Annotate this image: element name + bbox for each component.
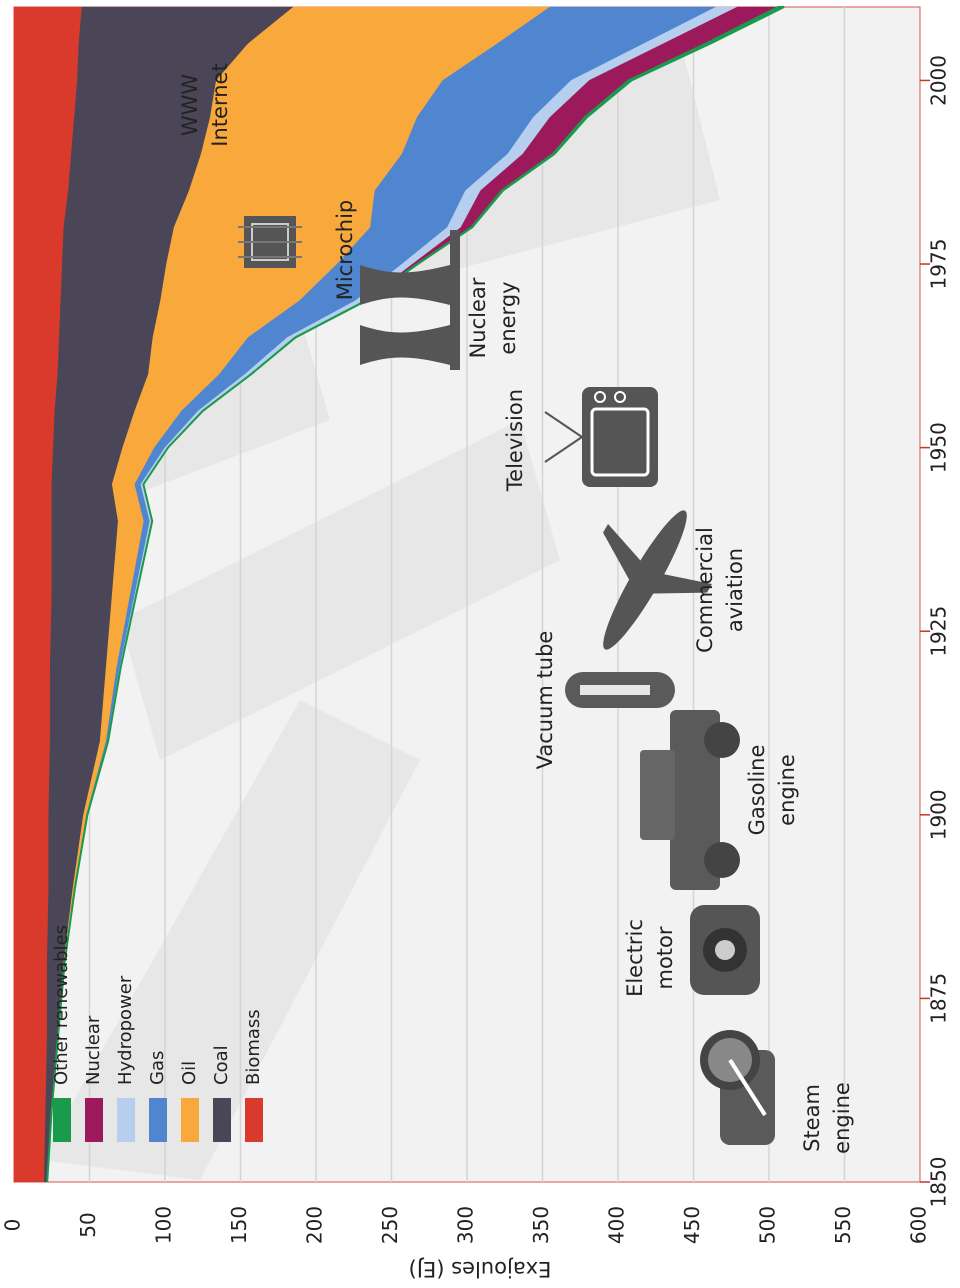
legend: Other renewables Nuclear Hydropower Gas Oil C… bbox=[51, 925, 264, 1142]
annotation-line: Vacuum tube bbox=[533, 631, 557, 770]
legend-swatch-nuclear bbox=[85, 1098, 103, 1142]
legend-swatch-biomass bbox=[245, 1098, 263, 1142]
legend-swatch-oil bbox=[181, 1098, 199, 1142]
annotation-microchip: Microchip bbox=[333, 200, 357, 301]
y-tick-label-0: 0 bbox=[1, 1219, 25, 1232]
annotation-gasoline-engine: Gasoline engine bbox=[745, 745, 799, 836]
annotation-line: Steam bbox=[800, 1084, 824, 1152]
stacked-areas bbox=[13, 6, 785, 1183]
y-tick-label-150: 150 bbox=[227, 1206, 251, 1244]
area-other-renewables bbox=[46, 6, 785, 1183]
y-tick-label-200: 200 bbox=[303, 1206, 327, 1244]
annotation-line: engine bbox=[830, 1082, 854, 1154]
x-tick-label-1900: 1900 bbox=[927, 789, 951, 840]
microchip-icon bbox=[238, 216, 302, 268]
legend-swatch-other-renewables bbox=[53, 1098, 71, 1142]
axes: 0 50 100 150 200 250 300 350 400 450 500 550 6001850… bbox=[1, 55, 951, 1244]
y-tick-label-50: 50 bbox=[76, 1212, 100, 1237]
annotation-steam-engine: Steam engine bbox=[800, 1082, 854, 1154]
legend-label-oil: Oil bbox=[179, 1061, 200, 1085]
y-tick-label-350: 350 bbox=[529, 1206, 553, 1244]
annotation-line: engine bbox=[775, 754, 799, 826]
y-tick-label-400: 400 bbox=[605, 1206, 629, 1244]
y-tick-label-600: 600 bbox=[907, 1206, 931, 1244]
x-tick-label-1850: 1850 bbox=[927, 1157, 951, 1208]
annotation-line: motor bbox=[653, 926, 677, 989]
legend-swatch-coal bbox=[213, 1098, 231, 1142]
legend-swatch-gas bbox=[149, 1098, 167, 1142]
annotation-line: Microchip bbox=[333, 200, 357, 301]
annotation-line: Commercial bbox=[693, 527, 717, 653]
vacuum-tube-icon bbox=[565, 672, 675, 708]
annotation-commercial-aviation: Commercial aviation bbox=[693, 527, 747, 653]
x-tick-label-2000: 2000 bbox=[927, 55, 951, 106]
nuclear-plant-icon bbox=[360, 230, 460, 370]
x-tick-label-1975: 1975 bbox=[927, 239, 951, 290]
annotation-line: Television bbox=[503, 389, 527, 492]
annotation-www-internet: WWW Internet bbox=[178, 63, 232, 146]
y-tick-label-550: 550 bbox=[831, 1206, 855, 1244]
annotation-line: energy bbox=[496, 281, 520, 354]
annotation-line: Electric bbox=[623, 919, 647, 997]
legend-label-nuclear: Nuclear bbox=[83, 1015, 104, 1085]
annotation-nuclear-energy: Nuclear energy bbox=[466, 277, 520, 358]
electric-motor-icon bbox=[690, 905, 760, 995]
x-tick-label-1875: 1875 bbox=[927, 973, 951, 1024]
legend-label-gas: Gas bbox=[147, 1051, 168, 1085]
y-tick-label-300: 300 bbox=[454, 1206, 478, 1244]
x-tick-label-1950: 1950 bbox=[927, 422, 951, 473]
y-axis-title: Exajoules (EJ) bbox=[409, 1257, 552, 1281]
annotation-line: aviation bbox=[723, 548, 747, 632]
annotation-line: WWW bbox=[178, 74, 202, 137]
annotation-line: Nuclear bbox=[466, 277, 490, 358]
steam-engine-icon bbox=[700, 1030, 775, 1145]
television-icon bbox=[544, 387, 658, 487]
legend-label-hydropower: Hydropower bbox=[115, 975, 136, 1085]
y-tick-label-100: 100 bbox=[152, 1206, 176, 1244]
legend-label-biomass: Biomass bbox=[243, 1009, 264, 1085]
annotation-line: Gasoline bbox=[745, 745, 769, 836]
x-tick-label-1925: 1925 bbox=[927, 606, 951, 657]
annotation-line: Internet bbox=[208, 63, 232, 146]
legend-label-other-renewables: Other renewables bbox=[51, 925, 72, 1085]
annotation-electric-motor: Electric motor bbox=[623, 919, 677, 997]
y-tick-label-250: 250 bbox=[378, 1206, 402, 1244]
y-tick-label-500: 500 bbox=[756, 1206, 780, 1244]
annotation-vacuum-tube: Vacuum tube bbox=[533, 631, 557, 770]
car-icon bbox=[640, 710, 740, 890]
y-tick-label-450: 450 bbox=[680, 1206, 704, 1244]
legend-label-coal: Coal bbox=[211, 1045, 232, 1085]
airplane-icon bbox=[603, 510, 712, 650]
legend-swatch-hydropower bbox=[117, 1098, 135, 1142]
annotation-television: Television bbox=[503, 389, 527, 492]
